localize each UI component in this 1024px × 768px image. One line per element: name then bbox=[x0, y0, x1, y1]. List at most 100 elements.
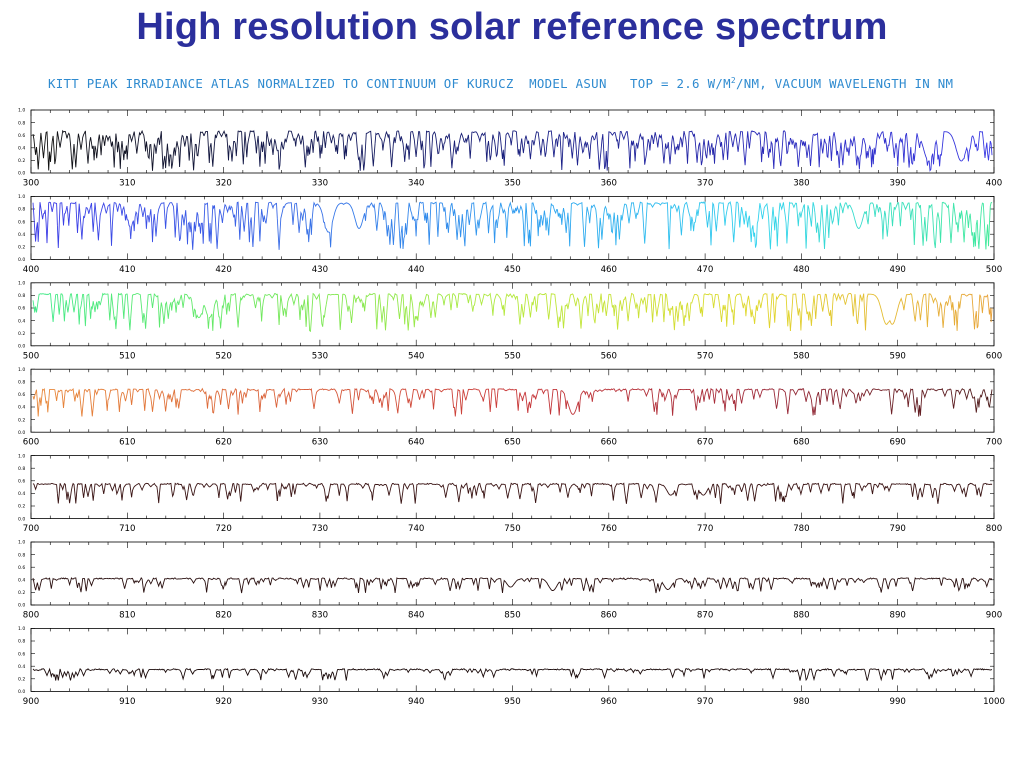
x-tick-label: 660 bbox=[601, 438, 617, 448]
spectrum-trace-segment bbox=[789, 133, 816, 167]
spectrum-trace-segment bbox=[496, 201, 523, 238]
spectrum-trace-segment bbox=[838, 577, 865, 586]
spectrum-trace-segment bbox=[692, 483, 718, 500]
spectrum-trace-segment bbox=[570, 131, 596, 166]
spectrum-trace-segment bbox=[741, 668, 767, 674]
spectrum-panel: 1.0 0.8 0.6 0.4 0.2 0.0 800 810 820 830 840 850 860 8… bbox=[18, 540, 1002, 621]
spectrum-trace-segment bbox=[350, 482, 376, 501]
spectrum-trace-segment bbox=[667, 130, 694, 165]
spectrum-trace-segment bbox=[423, 668, 449, 681]
spectrum-trace-segment bbox=[497, 578, 522, 593]
spectrum-trace-segment bbox=[985, 389, 993, 408]
spectrum-trace-segment bbox=[423, 482, 449, 498]
x-tick-label: 760 bbox=[601, 524, 617, 534]
spectrum-trace-segment bbox=[423, 388, 449, 410]
spectrum-trace-segment bbox=[716, 482, 743, 504]
spectrum-trace-segment bbox=[423, 130, 449, 169]
spectrum-trace-segment bbox=[521, 482, 547, 503]
spectrum-trace-segment bbox=[643, 483, 669, 503]
spectrum-trace-segment bbox=[472, 292, 498, 316]
spectrum-trace-segment bbox=[106, 482, 132, 501]
spectrum-trace-segment bbox=[154, 482, 180, 504]
spectrum-trace-segment bbox=[81, 130, 107, 164]
spectrum-trace-segment bbox=[741, 130, 767, 166]
spectrum-trace-segment bbox=[863, 202, 889, 240]
y-tick-label: 0.0 bbox=[18, 516, 25, 522]
x-tick-label: 900 bbox=[23, 697, 39, 707]
spectrum-trace-segment bbox=[545, 202, 571, 247]
atlas-header: KITT PEAK IRRADIANCE ATLAS NORMALIZED TO… bbox=[48, 76, 953, 91]
spectrum-trace-segment bbox=[692, 577, 718, 589]
spectrum-trace-segment bbox=[32, 577, 58, 591]
x-tick-label: 700 bbox=[986, 438, 1002, 448]
spectrum-trace-segment bbox=[326, 388, 352, 404]
x-tick-label: 450 bbox=[504, 265, 520, 275]
y-tick-label: 0.8 bbox=[18, 380, 25, 386]
spectrum-trace-segment bbox=[374, 577, 400, 594]
x-tick-label: 790 bbox=[889, 524, 905, 534]
spectrum-trace-segment bbox=[570, 390, 596, 415]
spectrum-trace-segment bbox=[643, 387, 669, 415]
spectrum-trace-segment bbox=[154, 294, 181, 328]
x-tick-label: 400 bbox=[986, 179, 1002, 189]
x-tick-label: 860 bbox=[601, 611, 617, 621]
spectrum-trace-segment bbox=[838, 202, 865, 230]
spectrum-trace-segment bbox=[619, 482, 645, 504]
spectrum-trace-segment bbox=[692, 293, 718, 317]
y-tick-label: 0.4 bbox=[18, 232, 25, 238]
spectrum-trace-segment bbox=[545, 577, 571, 591]
spectrum-trace-segment bbox=[912, 482, 938, 500]
spectrum-trace-segment bbox=[56, 667, 83, 681]
spectrum-trace-segment bbox=[668, 388, 694, 416]
spectrum-trace-segment bbox=[228, 130, 254, 165]
y-tick-label: 0.4 bbox=[18, 318, 25, 324]
spectrum-trace-segment bbox=[765, 668, 791, 680]
spectrum-trace-segment bbox=[350, 202, 376, 229]
spectrum-trace-segment bbox=[888, 388, 913, 415]
spectrum-trace-segment bbox=[961, 482, 987, 498]
y-tick-label: 0.2 bbox=[18, 590, 25, 596]
spectrum-trace-segment bbox=[594, 205, 620, 249]
spectrum-trace-segment bbox=[203, 668, 229, 680]
y-tick-label: 0.2 bbox=[18, 245, 25, 251]
spectrum-trace-segment bbox=[716, 388, 743, 412]
spectrum-trace-segment bbox=[765, 130, 791, 170]
y-tick-label: 0.8 bbox=[18, 207, 25, 213]
spectrum-panel: 1.0 0.8 0.6 0.4 0.2 0.0 400 410 420 430 440 450 460 4… bbox=[18, 194, 1002, 275]
spectrum-trace-segment bbox=[985, 140, 993, 161]
spectrum-trace-segment bbox=[814, 132, 840, 168]
panel-frame bbox=[30, 455, 995, 520]
x-tick-label: 350 bbox=[504, 179, 520, 189]
x-tick-label: 530 bbox=[312, 351, 328, 361]
y-tick-label: 0.6 bbox=[18, 219, 25, 225]
spectrum-trace-segment bbox=[570, 202, 596, 247]
spectrum-trace-segment bbox=[838, 388, 865, 410]
x-tick-label: 640 bbox=[408, 438, 424, 448]
spectrum-trace-segment bbox=[350, 668, 376, 671]
spectrum-trace-segment bbox=[56, 387, 83, 417]
spectrum-trace-segment bbox=[619, 668, 645, 675]
x-tick-label: 890 bbox=[889, 611, 905, 621]
spectrum-trace-segment bbox=[301, 388, 327, 409]
spectrum-trace-segment bbox=[203, 294, 229, 331]
spectrum-trace-segment bbox=[56, 201, 83, 249]
spectrum-trace-segment bbox=[325, 202, 351, 248]
spectrum-trace-segment bbox=[545, 293, 571, 329]
spectrum-trace-segment bbox=[81, 482, 107, 501]
spectrum-trace-segment bbox=[741, 577, 767, 592]
spectrum-trace-segment bbox=[667, 299, 694, 331]
spectrum-trace-segment bbox=[130, 203, 156, 243]
x-tick-label: 820 bbox=[215, 611, 231, 621]
spectrum-trace-segment bbox=[252, 482, 278, 502]
y-tick-label: 0.0 bbox=[18, 603, 25, 609]
y-tick-label: 0.0 bbox=[18, 171, 25, 177]
spectrum-trace-segment bbox=[374, 130, 400, 168]
y-tick-label: 0.8 bbox=[18, 466, 25, 472]
x-tick-label: 340 bbox=[408, 179, 424, 189]
spectrum-trace-segment bbox=[887, 577, 914, 592]
x-tick-label: 610 bbox=[119, 438, 135, 448]
spectrum-trace-segment bbox=[789, 482, 816, 496]
spectrum-trace-segment bbox=[863, 293, 889, 331]
spectrum-trace-segment bbox=[643, 202, 669, 244]
spectrum-trace-segment bbox=[594, 293, 620, 330]
